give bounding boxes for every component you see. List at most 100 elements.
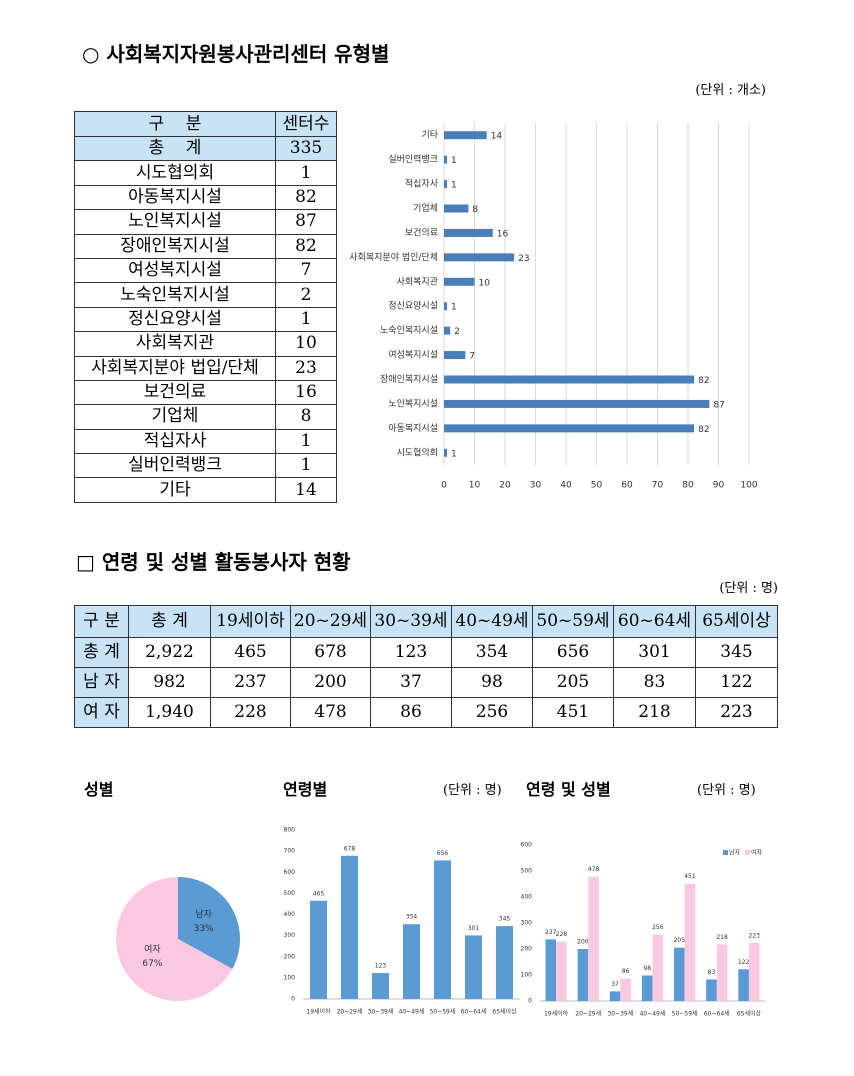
data-label: 23	[518, 254, 529, 264]
y-tick-label: 시도협의회	[397, 446, 438, 458]
y-tick-label: 600	[521, 842, 533, 849]
bar	[495, 926, 514, 999]
table-cell: 122	[695, 667, 778, 698]
y-tick-label: 100	[521, 972, 533, 979]
table-cell: 200	[290, 667, 371, 698]
data-label: 451	[684, 873, 696, 880]
slice-value: 33%	[194, 924, 214, 934]
table-row: 남 자 982 237 200 37 98 205 83 122	[74, 667, 778, 698]
table-row: 노인복지시설 87	[74, 209, 337, 235]
x-tick-label: 60	[621, 481, 633, 491]
data-label: 1	[451, 449, 457, 459]
header-cell: 65세이상	[695, 605, 778, 638]
unit-label: (단위 : 명)	[719, 581, 778, 596]
y-tick-label: 500	[521, 868, 533, 875]
data-label: 86	[622, 968, 630, 975]
table-cell: 7	[275, 257, 337, 284]
bar	[444, 351, 466, 360]
x-tick-label: 20~29세	[337, 1008, 363, 1016]
y-tick-label: 700	[284, 848, 296, 855]
table-cell: 사회복지관	[74, 331, 276, 357]
bar	[444, 253, 515, 262]
bar	[641, 975, 653, 1001]
table-row: 여 자 1,940 228 478 86 256 451 218 223	[74, 697, 778, 728]
data-label: 1	[451, 156, 457, 166]
data-label: 465	[313, 890, 325, 897]
x-tick-label: 70	[652, 481, 664, 491]
x-tick-label: 60~64세	[704, 1010, 730, 1018]
table-cell: 123	[370, 637, 452, 668]
table-row: 정신요양시설 1	[74, 306, 337, 333]
y-tick-label: 장애인복지시설	[380, 374, 438, 385]
bar	[444, 204, 469, 213]
pie-slice	[115, 877, 233, 1001]
table-cell: 노숙인복지시설	[74, 282, 276, 308]
pie-slice	[178, 877, 240, 969]
legend-swatch	[745, 850, 750, 855]
table-cell: 남 자	[74, 667, 129, 698]
table-row: 시도협의회 1	[74, 160, 337, 186]
table-row: 총 계 335	[74, 135, 337, 162]
table-cell: 982	[128, 667, 211, 698]
y-tick-label: 기업체	[413, 203, 438, 214]
bar	[309, 900, 328, 999]
data-label: 7	[469, 352, 475, 362]
x-tick-label: 10	[469, 481, 481, 491]
table-cell: 87	[275, 209, 337, 235]
x-tick-label: 40~49세	[399, 1008, 425, 1016]
bar	[556, 941, 567, 1001]
bar	[433, 860, 452, 999]
y-tick-label: 500	[284, 890, 296, 897]
section-title: □ 연령 및 성별 활동봉사자 현황	[76, 550, 351, 574]
table-cell: 여성복지시설	[74, 257, 276, 284]
y-tick-label: 400	[521, 894, 533, 901]
y-tick-label: 적십자사	[405, 178, 439, 190]
bar	[716, 944, 728, 1001]
x-tick-label: 19세이하	[544, 1010, 569, 1018]
bar	[444, 228, 493, 237]
table-cell: 228	[210, 697, 291, 728]
data-label: 1	[451, 181, 457, 191]
x-tick-label: 20~29세	[575, 1010, 601, 1018]
table-cell: 노인복지시설	[74, 209, 276, 235]
bar	[609, 991, 621, 1001]
data-label: 223	[749, 933, 761, 940]
data-label: 82	[698, 376, 709, 386]
data-label: 14	[491, 132, 503, 142]
y-tick-label: 600	[284, 869, 296, 876]
center-table: 구 분 센터수 총 계 335 시도협의회 1 아동복지시설 82 노인복지시설 87 장애인복지시…	[74, 111, 337, 503]
x-tick-label: 0	[441, 481, 447, 491]
x-tick-label: 30~39세	[368, 1008, 394, 1016]
table-row: 여성복지시설 7	[74, 257, 337, 284]
table-row: 사회복지분야 법입/단체 23	[74, 355, 337, 381]
x-tick-label: 65세이상	[737, 1010, 762, 1018]
bar	[674, 947, 685, 1001]
table-cell: 여 자	[74, 697, 129, 728]
data-label: 200	[577, 939, 589, 946]
table-cell: 8	[275, 404, 337, 430]
x-tick-label: 40~49세	[640, 1010, 666, 1018]
data-label: 8	[472, 205, 478, 215]
table-cell: 사회복지분야 법입/단체	[74, 355, 276, 381]
x-tick-label: 50	[591, 481, 603, 491]
table-cell: 451	[532, 697, 614, 728]
table-row: 보건의료 16	[74, 379, 337, 406]
bar	[588, 876, 599, 1001]
header-cell: 총 계	[128, 605, 211, 638]
chart-title: 연령별	[283, 780, 328, 799]
y-tick-label: 800	[284, 827, 296, 834]
y-tick-label: 기타	[421, 130, 438, 141]
table-row: 기업체 8	[74, 404, 337, 430]
x-tick-label: 20	[499, 481, 511, 491]
table-cell: 장애인복지시설	[74, 233, 276, 259]
table-cell: 보건의료	[74, 379, 276, 406]
chart-title: 연령 및 성별	[526, 780, 611, 799]
table-row: 적십자사 1	[74, 428, 337, 455]
table-cell: 237	[210, 667, 291, 698]
table-cell: 기타	[74, 477, 276, 503]
bar	[402, 924, 421, 999]
bar	[340, 855, 359, 999]
header-cell: 구 분	[74, 605, 129, 638]
